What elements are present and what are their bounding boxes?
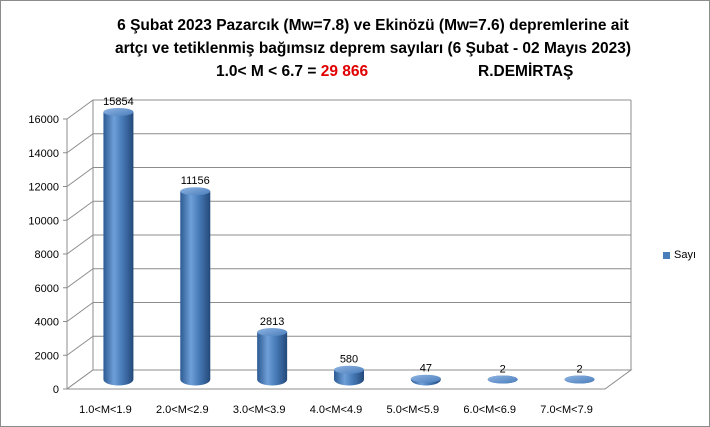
x-tick-label: 2.0<M<2.9	[156, 404, 209, 416]
x-tick-label: 1.0<M<1.9	[79, 404, 132, 416]
y-tick-label: 0	[53, 384, 59, 396]
chart-title-line-1: 6 Şubat 2023 Pazarcık (Mw=7.8) ve Ekinöz…	[117, 17, 629, 34]
x-tick-label: 3.0<M<3.9	[233, 404, 286, 416]
bar	[257, 332, 288, 386]
gridline-side	[66, 268, 94, 289]
data-label: 580	[340, 354, 358, 366]
bar-cap	[334, 365, 364, 374]
x-tick-label: 4.0<M<4.9	[310, 404, 363, 416]
bar-cap	[564, 375, 595, 384]
gridline-side	[66, 302, 94, 322]
total-count: 29 866	[320, 63, 369, 80]
gridline-side	[66, 133, 94, 154]
chart-title-line-3: 1.0< M < 6.7 = 29 866	[216, 63, 368, 81]
legend-label: Sayı	[674, 249, 697, 261]
data-label: 47	[420, 363, 432, 375]
y-tick-label: 6000	[35, 283, 59, 295]
bar-cap	[487, 375, 518, 384]
data-label: 2	[577, 363, 583, 375]
gridline-side	[66, 200, 94, 221]
bar-cap	[103, 107, 134, 116]
y-tick-label: 14000	[28, 148, 59, 160]
bar-cap	[410, 374, 441, 383]
bar	[334, 369, 364, 386]
magnitude-range-text: 1.0< M < 6.7 =	[216, 63, 321, 80]
data-label: 11156	[181, 175, 210, 187]
gridline-side	[66, 99, 94, 120]
data-label: 15854	[103, 96, 134, 108]
y-tick-label: 10000	[28, 215, 59, 227]
legend: Sayı	[663, 249, 696, 261]
y-tick-label: 16000	[28, 114, 59, 126]
chart-title-line-2: artçı ve tetiklenmiş bağımsız deprem say…	[114, 40, 632, 57]
author-name: R.DEMİRTAŞ	[478, 63, 574, 80]
bar	[180, 191, 211, 386]
legend-swatch	[663, 251, 670, 259]
x-tick-label: 6.0<M<6.9	[463, 404, 516, 416]
bar	[103, 111, 134, 386]
gridline-side	[66, 234, 94, 255]
y-tick-label: 2000	[35, 350, 59, 362]
bar-cap	[180, 187, 211, 196]
x-tick-label: 5.0<M<5.9	[387, 404, 440, 416]
y-tick-label: 12000	[28, 182, 59, 194]
data-label: 2	[500, 363, 506, 375]
gridline-side	[66, 167, 94, 187]
bar-cap	[257, 328, 288, 337]
x-tick-label: 7.0<M<7.9	[540, 404, 593, 416]
data-label: 2813	[260, 316, 284, 328]
y-tick-label: 4000	[35, 317, 59, 329]
y-tick-label: 8000	[35, 249, 59, 261]
gridline-side	[66, 335, 94, 356]
